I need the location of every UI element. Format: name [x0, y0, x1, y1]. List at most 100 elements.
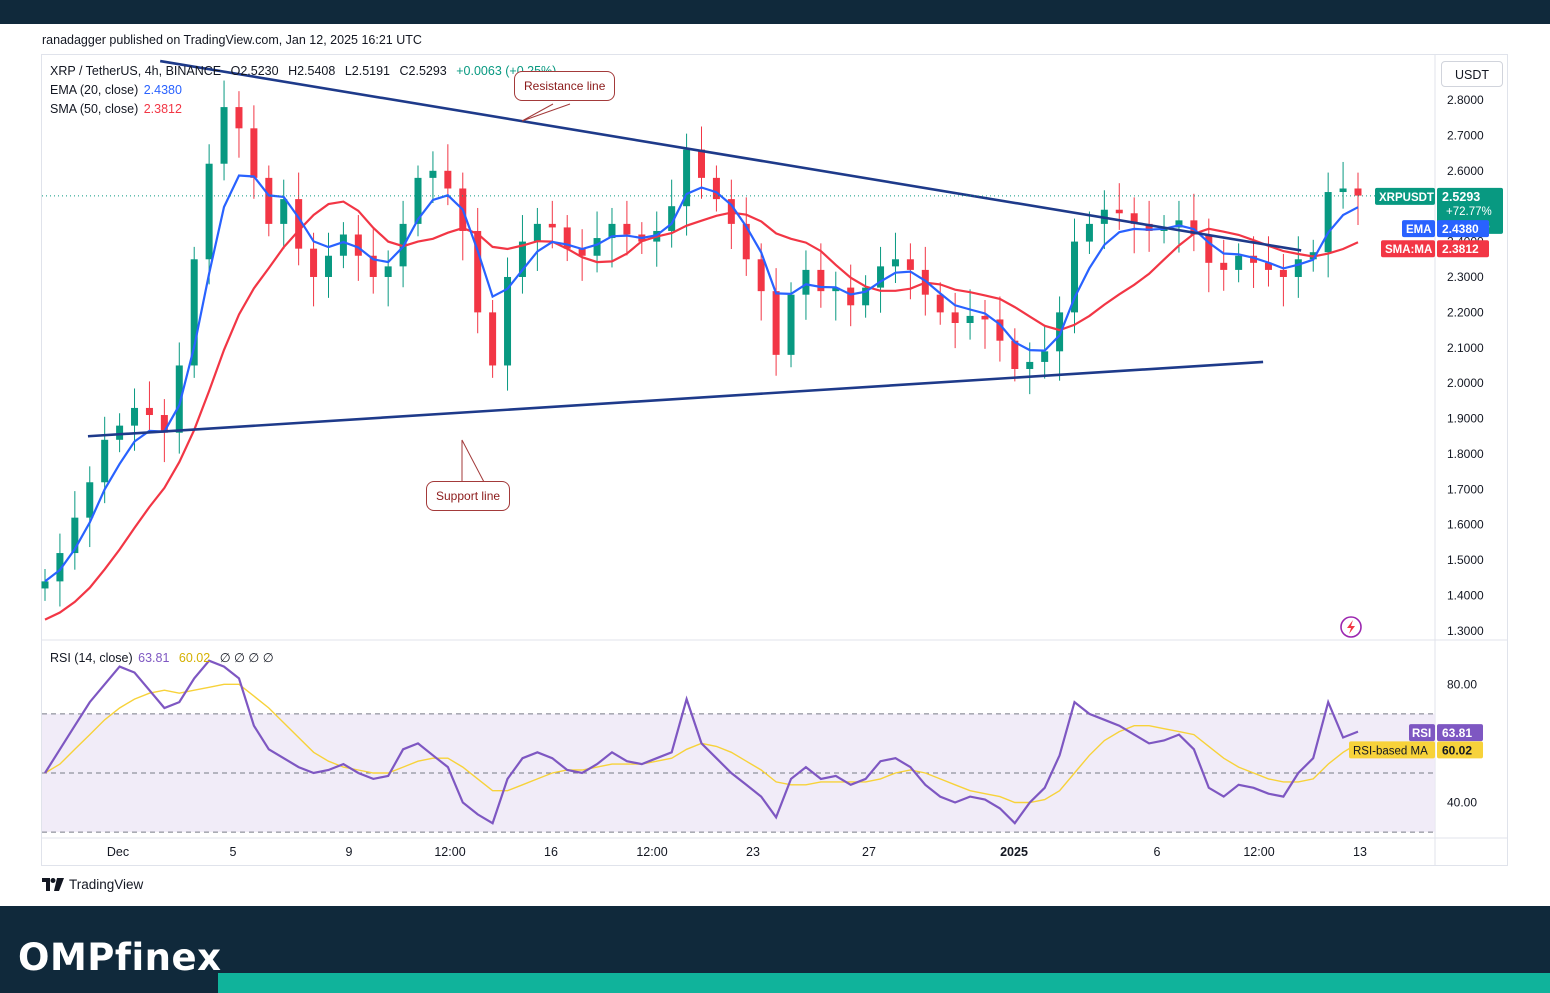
- candle-body: [817, 269, 825, 292]
- tradingview-logo[interactable]: TradingView: [42, 877, 143, 892]
- candle-body: [1205, 234, 1213, 263]
- rsi-value-text: 63.81: [1442, 726, 1472, 740]
- rsi-tag: [1409, 724, 1435, 742]
- sma-label: SMA (50, close): [50, 102, 139, 116]
- tradingview-label: TradingView: [69, 877, 144, 892]
- xrpusdt-symbol-text: XRPUSDT: [1379, 192, 1434, 204]
- lightning-icon: [1340, 616, 1362, 638]
- sma-value: 2.3812: [143, 102, 182, 116]
- candle-body: [1354, 188, 1362, 196]
- candle-body: [1145, 223, 1153, 231]
- time-tick-label: 23: [746, 845, 760, 859]
- candle-body: [56, 553, 64, 582]
- currency-selector[interactable]: USDT: [1441, 61, 1503, 87]
- support-line-callout[interactable]: Support line: [426, 481, 511, 511]
- price-tick-label: 1.9000: [1447, 412, 1484, 426]
- ema-tag-text: EMA: [1406, 224, 1432, 236]
- candle-body: [698, 149, 705, 178]
- candle-body: [1220, 262, 1228, 270]
- rsi-tick-label: 40.00: [1447, 796, 1477, 810]
- candle-body: [518, 241, 526, 277]
- xrpusdt-symbol-tag: [1375, 187, 1435, 205]
- candle-body: [280, 199, 288, 224]
- candle-body: [429, 170, 437, 178]
- candle-body: [339, 234, 347, 256]
- low-value: L2.5191: [344, 64, 391, 78]
- candle-body: [265, 177, 273, 224]
- candle-body: [787, 294, 795, 355]
- open-value: O2.5230: [230, 64, 279, 78]
- symbol-legend: XRP / TetherUS, 4h, BINANCE O2.5230 H2.5…: [50, 62, 556, 81]
- rsi-value: 63.81: [138, 651, 170, 665]
- time-tick-label: 5: [230, 845, 237, 859]
- price-tick-label: 2.2000: [1447, 305, 1484, 319]
- candle-body: [474, 230, 482, 313]
- last-price-text: 2.5293: [1442, 190, 1480, 204]
- ema-label: EMA (20, close): [50, 83, 139, 97]
- ema-price-text: 2.4380: [1442, 222, 1479, 236]
- candle-body: [832, 287, 840, 292]
- sma-tag: [1381, 240, 1435, 258]
- candle-body: [205, 163, 213, 260]
- price-tick-label: 1.7000: [1447, 482, 1484, 496]
- candle-body: [1235, 255, 1243, 270]
- candle-body: [310, 248, 318, 277]
- candle-body: [86, 482, 94, 518]
- candle-body: [891, 259, 899, 267]
- tradingview-icon: [42, 878, 64, 891]
- sma-legend[interactable]: SMA (50, close) 2.3812: [50, 100, 182, 119]
- price-tick-label: 2.0000: [1447, 376, 1484, 390]
- candle-body: [1264, 262, 1272, 270]
- candle-body: [1190, 220, 1198, 235]
- candle-body: [1041, 351, 1049, 362]
- candle-body: [220, 107, 228, 164]
- sma-price-label: [1437, 240, 1489, 258]
- brand-logo[interactable]: OMPfinex: [18, 936, 222, 979]
- resistance-line-callout[interactable]: Resistance line: [514, 71, 616, 101]
- candle-body: [563, 227, 571, 249]
- candle-body: [354, 234, 362, 256]
- candle-body: [444, 170, 452, 189]
- price-tick-label: 1.4000: [1447, 589, 1484, 603]
- price-tick-label: 1.3000: [1447, 624, 1484, 638]
- candle-body: [1175, 220, 1183, 228]
- candle-body: [1324, 192, 1332, 253]
- candle-body: [175, 365, 183, 433]
- candle-body: [1071, 241, 1079, 313]
- rsi-ma-tag-text: RSI-based MA: [1353, 745, 1428, 757]
- rsi-tick-label: 80.00: [1447, 677, 1477, 691]
- candle-body: [1279, 269, 1287, 277]
- candle-body: [906, 259, 914, 270]
- candle-body: [712, 177, 720, 200]
- rsi-ma-value-label: [1437, 741, 1483, 759]
- price-tick-label: 2.3000: [1447, 270, 1484, 284]
- symbol-name[interactable]: XRP / TetherUS, 4h, BINANCE: [50, 64, 222, 78]
- rsi-ma-value: 60.02: [178, 651, 211, 665]
- candle-body: [951, 312, 959, 323]
- candle-body: [369, 255, 377, 277]
- high-value: H2.5408: [288, 64, 336, 78]
- candle-body: [504, 276, 512, 366]
- candle-body: [996, 319, 1004, 341]
- rsi-legend[interactable]: RSI (14, close) 63.81 60.02 ∅ ∅ ∅ ∅: [50, 649, 274, 668]
- candle-body: [877, 266, 885, 288]
- chart-frame[interactable]: [41, 54, 1508, 866]
- ema-line: [44, 174, 1359, 583]
- footer-accent-bar: [218, 973, 1550, 993]
- rsi-label: RSI (14, close): [50, 651, 133, 665]
- rsi-value-label: [1437, 724, 1483, 742]
- candle-body: [683, 149, 691, 207]
- candle-body: [1115, 209, 1123, 214]
- candle-body: [1339, 188, 1347, 193]
- candle-body: [981, 315, 989, 320]
- price-tick-label: 2.8000: [1447, 93, 1484, 107]
- candle-body: [295, 199, 303, 249]
- candle-body: [966, 315, 974, 323]
- resistance-callout-pointer: [521, 103, 571, 122]
- rsi-line: [44, 659, 1359, 825]
- ema-tag: [1402, 220, 1435, 238]
- price-tick-label: 2.1000: [1447, 341, 1484, 355]
- ema-legend[interactable]: EMA (20, close) 2.4380: [50, 81, 182, 100]
- candle-body: [71, 517, 79, 554]
